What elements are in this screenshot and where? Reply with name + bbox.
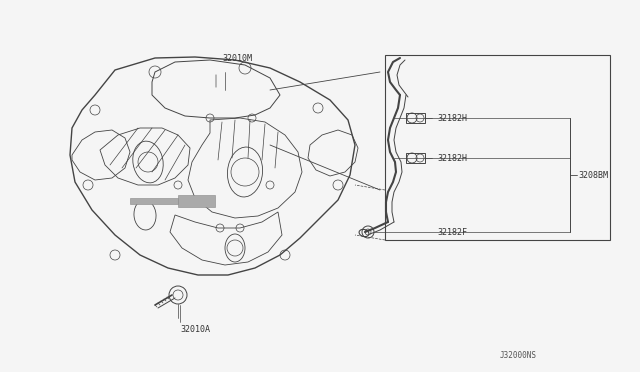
Text: 32010A: 32010A: [180, 325, 210, 334]
Bar: [385, 55, 610, 240]
Text: 32182H: 32182H: [437, 154, 467, 163]
Polygon shape: [178, 195, 215, 207]
Polygon shape: [130, 198, 178, 204]
Text: 3208BM: 3208BM: [578, 170, 608, 180]
Text: J32000NS: J32000NS: [500, 350, 537, 359]
Text: 32010M: 32010M: [222, 54, 252, 63]
Text: 32182H: 32182H: [437, 113, 467, 122]
Text: 32182F: 32182F: [437, 228, 467, 237]
